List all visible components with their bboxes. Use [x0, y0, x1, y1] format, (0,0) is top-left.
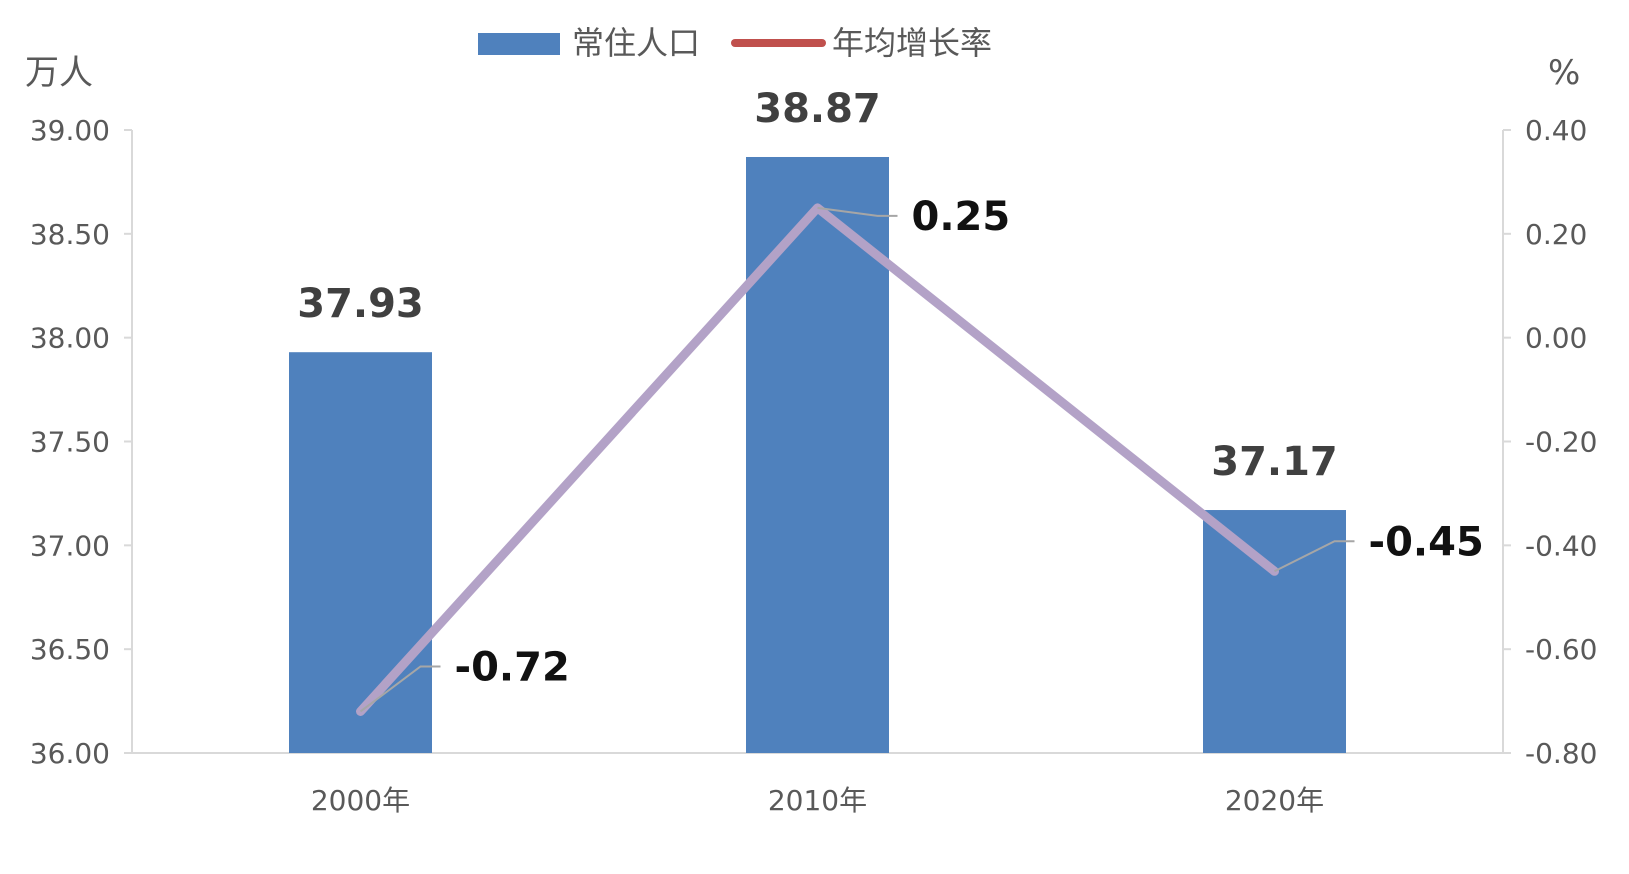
bar — [289, 352, 432, 753]
x-tick-label: 2000年 — [311, 784, 410, 817]
right-tick-label: 0.00 — [1525, 322, 1587, 355]
right-tick-label: 0.40 — [1525, 114, 1587, 147]
legend-label-growth-rate: 年均增长率 — [832, 24, 992, 62]
data-labels: 37.93 38.87 37.17 -0.72 0.25 -0.45 — [297, 86, 1484, 713]
left-tick-label: 38.00 — [30, 322, 110, 355]
line-value-label: -0.45 — [1369, 519, 1484, 565]
left-tick-label: 36.00 — [30, 737, 110, 770]
leader-line — [359, 665, 441, 713]
bar-value-label: 38.87 — [754, 86, 881, 132]
right-tick-label: -0.40 — [1525, 529, 1597, 562]
line-value-label: -0.72 — [455, 644, 570, 690]
axes: 36.00 36.50 37.00 37.50 38.00 38.50 39.00 -0.80… — [30, 114, 1598, 817]
bar-value-label: 37.93 — [297, 281, 424, 327]
left-tick-label: 36.50 — [30, 633, 110, 666]
bar-value-label: 37.17 — [1211, 439, 1338, 485]
right-tick-label: -0.80 — [1525, 737, 1597, 770]
left-tick-label: 38.50 — [30, 218, 110, 251]
x-tick-label: 2010年 — [768, 784, 867, 817]
legend-label-population: 常住人口 — [572, 24, 700, 62]
left-tick-label: 39.00 — [30, 114, 110, 147]
legend-swatch-population — [478, 33, 560, 55]
leader-line — [817, 206, 898, 217]
left-axis-unit: 万人 — [25, 53, 93, 93]
right-tick-label: 0.20 — [1525, 218, 1587, 251]
legend: 常住人口 年均增长率 — [478, 24, 992, 62]
x-tick-label: 2020年 — [1225, 784, 1324, 817]
right-axis-unit: % — [1548, 53, 1580, 93]
line-value-label: 0.25 — [912, 194, 1011, 240]
right-tick-label: -0.60 — [1525, 633, 1597, 666]
left-tick-label: 37.00 — [30, 529, 110, 562]
leader-line — [1274, 540, 1355, 573]
left-tick-label: 37.50 — [30, 426, 110, 459]
bar — [1203, 510, 1346, 753]
right-tick-label: -0.20 — [1525, 426, 1597, 459]
bars — [289, 156, 1346, 753]
